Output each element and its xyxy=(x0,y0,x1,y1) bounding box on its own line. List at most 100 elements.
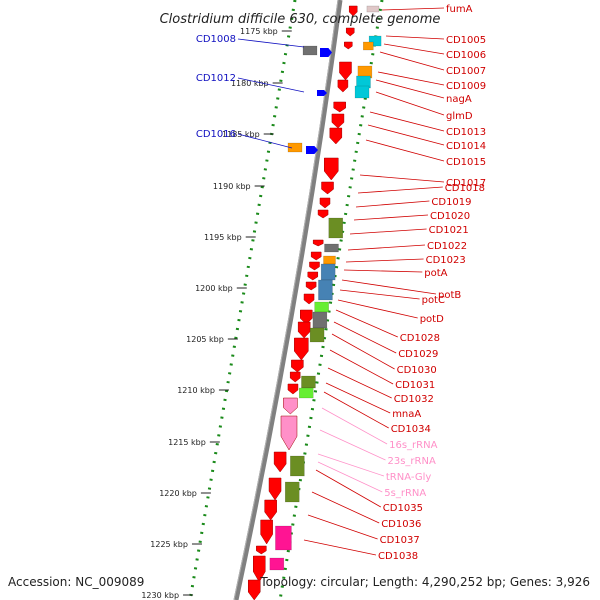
cds-arrow xyxy=(303,293,315,305)
leader-line xyxy=(367,124,445,146)
leader-line xyxy=(357,186,443,194)
cds-arrow xyxy=(331,113,345,129)
gene-label-right: CD1018 xyxy=(445,183,485,194)
leader-line xyxy=(341,279,437,295)
cds-block xyxy=(290,455,305,477)
leader-line xyxy=(325,382,391,414)
cds-arrow xyxy=(309,261,320,271)
cds-block xyxy=(320,263,336,281)
gene-label-right: CD1020 xyxy=(430,211,470,222)
cds-arrow xyxy=(329,127,343,145)
tick-label: 1230 kbp xyxy=(141,591,179,600)
gene-label-right: CD1029 xyxy=(398,349,438,360)
gene-label-right: CD1019 xyxy=(431,197,471,208)
gene-label-right: CD1037 xyxy=(380,535,420,546)
gene-label-right: glmD xyxy=(446,111,473,122)
cds-arrow xyxy=(297,321,311,339)
cds-block xyxy=(275,525,292,551)
tick-label: 1180 kbp xyxy=(231,79,269,88)
leader-line xyxy=(237,133,293,149)
cds-block xyxy=(368,35,382,47)
cds-arrow xyxy=(294,337,309,361)
gene-label-right: potC xyxy=(422,295,445,306)
cds-arrow xyxy=(324,157,339,181)
cds-arrow xyxy=(312,239,324,247)
leader-line xyxy=(385,35,445,40)
leader-line xyxy=(307,514,378,540)
leader-line xyxy=(355,200,430,208)
leader-line xyxy=(375,91,445,116)
tick-label: 1210 kbp xyxy=(177,386,215,395)
gene-label-right: nagA xyxy=(446,94,472,105)
gene-label-right: 5s_rRNA xyxy=(384,488,426,499)
gene-label-right: CD1022 xyxy=(427,241,467,252)
gene-label-right: potA xyxy=(424,268,447,279)
leader-line xyxy=(377,71,445,86)
gene-label-right: CD1028 xyxy=(400,333,440,344)
tick-label: 1200 kbp xyxy=(195,284,233,293)
gene-label-right: potB xyxy=(438,290,461,301)
gene-label-right: CD1017 xyxy=(446,178,486,189)
gene-label-right: potD xyxy=(420,314,444,325)
cds-block xyxy=(314,301,329,313)
map-title: Clostridium difficile 630, complete geno… xyxy=(160,12,441,27)
gene-label-right: CD1038 xyxy=(378,551,418,562)
cds-arrow xyxy=(317,209,329,219)
cds-block xyxy=(287,142,303,153)
leader-line xyxy=(329,349,394,385)
cds-arrow-blue xyxy=(320,48,332,57)
leader-line xyxy=(317,461,383,493)
cds-arrow xyxy=(319,197,331,209)
gene-label-left: CD1008 xyxy=(196,34,236,45)
gene-label-right: CD1006 xyxy=(446,50,486,61)
gene-label-right: CD1007 xyxy=(446,66,486,77)
tick-label: 1190 kbp xyxy=(213,182,251,191)
leader-line xyxy=(319,429,386,461)
leader-line xyxy=(353,214,429,221)
cds-block xyxy=(284,481,300,503)
cds-arrow xyxy=(310,251,322,261)
leader-line xyxy=(327,367,392,399)
cds-block xyxy=(366,5,380,13)
cds-arrow xyxy=(253,555,266,583)
tick-label: 1205 kbp xyxy=(186,335,224,344)
cds-arrow xyxy=(268,477,282,501)
gene-label-right: CD1034 xyxy=(391,424,431,435)
leader-line xyxy=(365,139,445,162)
gene-label-right: CD1005 xyxy=(446,35,486,46)
topology-text: Topology: circular; Length: 4,290,252 bp… xyxy=(259,575,590,589)
accession-text: Accession: NC_009089 xyxy=(8,575,144,589)
leader-line xyxy=(303,539,377,556)
cds-arrow xyxy=(256,545,267,555)
cds-arrow xyxy=(337,79,349,93)
leader-line xyxy=(237,77,305,93)
gene-label-right: CD1035 xyxy=(383,503,423,514)
cds-arrow xyxy=(247,579,261,600)
leader-line xyxy=(323,391,389,429)
gene-label-right: CD1032 xyxy=(394,394,434,405)
cds-arrow xyxy=(289,371,301,383)
leader-line xyxy=(321,407,388,445)
leader-line xyxy=(335,309,398,338)
gene-label-right: CD1015 xyxy=(446,157,486,168)
cds-arrow xyxy=(287,383,299,395)
leader-line xyxy=(339,289,420,300)
leader-line xyxy=(317,453,385,477)
cds-arrow xyxy=(264,499,277,521)
cds-block xyxy=(309,327,325,343)
leader-line xyxy=(359,174,445,183)
gene-label-right: CD1023 xyxy=(426,255,466,266)
leader-line xyxy=(347,244,426,251)
cds-block xyxy=(324,243,339,253)
feature-track xyxy=(247,5,382,600)
gene-label-right: CD1014 xyxy=(446,141,486,152)
cds-arrow xyxy=(305,281,317,291)
cds-arrow xyxy=(307,271,319,281)
rrna-arrow xyxy=(280,415,298,451)
gene-label-right: CD1031 xyxy=(395,380,435,391)
scale-ring-left xyxy=(188,0,297,600)
leader-line xyxy=(343,269,423,273)
leader-line xyxy=(349,228,427,235)
cds-block xyxy=(298,387,314,399)
